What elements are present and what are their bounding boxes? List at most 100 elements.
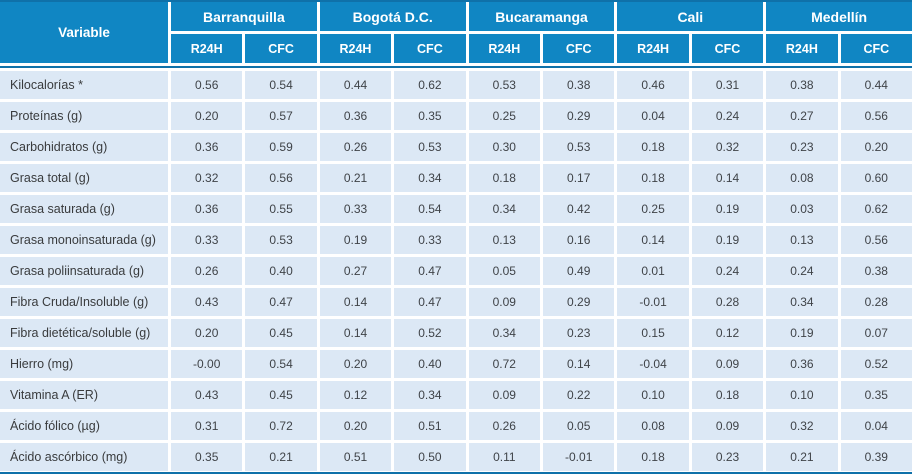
value-cell: 0.20 xyxy=(319,412,392,440)
value-cell: 0.05 xyxy=(543,412,615,440)
value-cell: 0.20 xyxy=(319,350,392,378)
value-cell: 0.19 xyxy=(691,226,764,254)
value-cell: 0.15 xyxy=(617,319,689,347)
value-cell: 0.19 xyxy=(766,319,838,347)
value-cell: 0.16 xyxy=(543,226,615,254)
value-cell: 0.19 xyxy=(691,195,764,223)
value-cell: 0.45 xyxy=(245,319,317,347)
value-cell: 0.31 xyxy=(171,412,243,440)
value-cell: 0.09 xyxy=(468,381,540,409)
value-cell: 0.59 xyxy=(245,133,317,161)
value-cell: 0.25 xyxy=(468,102,540,130)
value-cell: 0.47 xyxy=(394,257,466,285)
value-cell: 0.47 xyxy=(245,288,317,316)
value-cell: 0.31 xyxy=(691,71,764,99)
value-cell: 0.08 xyxy=(617,412,689,440)
value-cell: 0.55 xyxy=(245,195,317,223)
value-cell: 0.35 xyxy=(171,443,243,471)
value-cell: 0.10 xyxy=(766,381,838,409)
subheader-r24h: R24H xyxy=(319,34,392,63)
value-cell: 0.18 xyxy=(617,133,689,161)
column-header-variable: Variable xyxy=(0,2,168,63)
value-cell: 0.35 xyxy=(840,381,912,409)
value-cell: 0.23 xyxy=(691,443,764,471)
column-group-header-cali: Cali xyxy=(617,2,764,31)
value-cell: 0.23 xyxy=(543,319,615,347)
value-cell: 0.04 xyxy=(617,102,689,130)
value-cell: 0.19 xyxy=(319,226,392,254)
value-cell: 0.43 xyxy=(171,288,243,316)
value-cell: 0.40 xyxy=(245,257,317,285)
value-cell: 0.01 xyxy=(617,257,689,285)
value-cell: 0.17 xyxy=(543,164,615,192)
row-label: Vitamina A (ER) xyxy=(0,381,168,409)
value-cell: 0.56 xyxy=(245,164,317,192)
value-cell: 0.27 xyxy=(319,257,392,285)
value-cell: 0.34 xyxy=(468,195,540,223)
value-cell: 0.21 xyxy=(319,164,392,192)
row-label: Grasa total (g) xyxy=(0,164,168,192)
value-cell: 0.54 xyxy=(394,195,466,223)
row-label: Hierro (mg) xyxy=(0,350,168,378)
value-cell: 0.18 xyxy=(691,381,764,409)
row-label: Carbohidratos (g) xyxy=(0,133,168,161)
row-label: Ácido fólico (µg) xyxy=(0,412,168,440)
value-cell: 0.56 xyxy=(840,226,912,254)
value-cell: 0.54 xyxy=(245,71,317,99)
value-cell: -0.01 xyxy=(617,288,689,316)
value-cell: 0.56 xyxy=(840,102,912,130)
value-cell: 0.49 xyxy=(543,257,615,285)
value-cell: 0.47 xyxy=(394,288,466,316)
row-label: Grasa monoinsaturada (g) xyxy=(0,226,168,254)
subheader-r24h: R24H xyxy=(468,34,540,63)
column-group-header-bogot-d-c-: Bogotá D.C. xyxy=(319,2,466,31)
value-cell: 0.42 xyxy=(543,195,615,223)
value-cell: 0.40 xyxy=(394,350,466,378)
value-cell: 0.53 xyxy=(394,133,466,161)
value-cell: 0.08 xyxy=(766,164,838,192)
value-cell: 0.09 xyxy=(468,288,540,316)
value-cell: 0.50 xyxy=(394,443,466,471)
value-cell: 0.33 xyxy=(319,195,392,223)
value-cell: 0.12 xyxy=(691,319,764,347)
value-cell: 0.36 xyxy=(319,102,392,130)
value-cell: 0.20 xyxy=(171,319,243,347)
value-cell: -0.00 xyxy=(171,350,243,378)
value-cell: 0.18 xyxy=(468,164,540,192)
value-cell: 0.26 xyxy=(468,412,540,440)
value-cell: 0.10 xyxy=(617,381,689,409)
value-cell: 0.21 xyxy=(245,443,317,471)
value-cell: 0.34 xyxy=(468,319,540,347)
subheader-cfc: CFC xyxy=(394,34,466,63)
value-cell: 0.34 xyxy=(394,381,466,409)
value-cell: 0.39 xyxy=(840,443,912,471)
value-cell: 0.04 xyxy=(840,412,912,440)
value-cell: 0.27 xyxy=(766,102,838,130)
value-cell: 0.51 xyxy=(319,443,392,471)
value-cell: 0.14 xyxy=(617,226,689,254)
value-cell: 0.24 xyxy=(691,102,764,130)
value-cell: 0.44 xyxy=(840,71,912,99)
value-cell: 0.44 xyxy=(319,71,392,99)
value-cell: 0.46 xyxy=(617,71,689,99)
value-cell: 0.51 xyxy=(394,412,466,440)
row-label: Fibra Cruda/Insoluble (g) xyxy=(0,288,168,316)
value-cell: 0.52 xyxy=(840,350,912,378)
column-group-header-bucaramanga: Bucaramanga xyxy=(468,2,615,31)
subheader-r24h: R24H xyxy=(766,34,838,63)
row-label: Kilocalorías * xyxy=(0,71,168,99)
value-cell: 0.09 xyxy=(691,412,764,440)
column-group-header-medell-n: Medellín xyxy=(766,2,912,31)
value-cell: 0.14 xyxy=(319,288,392,316)
header-divider-rule xyxy=(0,66,912,68)
value-cell: 0.36 xyxy=(171,195,243,223)
subheader-cfc: CFC xyxy=(543,34,615,63)
value-cell: 0.26 xyxy=(171,257,243,285)
subheader-cfc: CFC xyxy=(245,34,317,63)
value-cell: 0.24 xyxy=(766,257,838,285)
value-cell: 0.34 xyxy=(394,164,466,192)
row-label: Ácido ascórbico (mg) xyxy=(0,443,168,471)
value-cell: 0.18 xyxy=(617,164,689,192)
value-cell: 0.11 xyxy=(468,443,540,471)
